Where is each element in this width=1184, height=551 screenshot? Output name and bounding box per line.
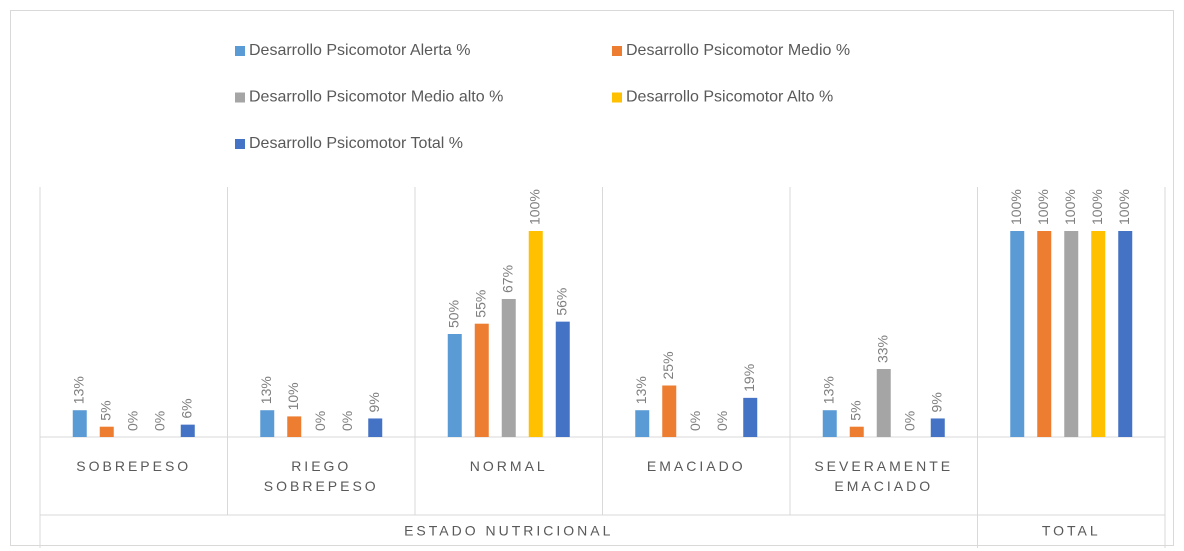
data-label: 0% [901, 411, 917, 431]
bar [447, 334, 462, 437]
x-tick-label: EMACIADO [646, 458, 746, 474]
data-label: 100% [526, 189, 542, 225]
data-label: 19% [741, 364, 757, 392]
bar [822, 410, 837, 437]
data-label: 0% [124, 411, 140, 431]
bar [368, 418, 383, 437]
bar [501, 298, 516, 437]
data-label: 67% [499, 265, 515, 293]
bar [876, 369, 891, 437]
bar [849, 426, 864, 437]
legend-swatch [612, 46, 622, 56]
bar [555, 321, 570, 437]
data-label: 0% [339, 411, 355, 431]
data-label: 6% [178, 398, 194, 418]
legend-label: Desarrollo Psicomotor Alto % [626, 89, 833, 106]
data-label: 13% [820, 376, 836, 404]
data-label: 100% [1116, 189, 1132, 225]
legend-label: Desarrollo Psicomotor Medio % [626, 42, 850, 59]
bar [180, 424, 195, 437]
bar [1091, 231, 1106, 437]
data-label: 50% [445, 300, 461, 328]
bar [930, 418, 945, 437]
bar [72, 410, 87, 437]
data-label: 0% [151, 411, 167, 431]
legend-swatch [235, 46, 245, 56]
bar [1037, 231, 1052, 437]
group-label: TOTAL [1042, 523, 1101, 539]
chart-frame [10, 10, 1174, 546]
data-label: 0% [687, 411, 703, 431]
data-label: 13% [70, 376, 86, 404]
data-label: 5% [97, 400, 113, 420]
x-tick-label: SOBREPESO [76, 458, 192, 474]
data-label: 100% [1062, 189, 1078, 225]
bar [1010, 231, 1025, 437]
bar [635, 410, 650, 437]
data-label: 13% [258, 376, 274, 404]
bar [1064, 231, 1079, 437]
data-label: 100% [1035, 189, 1051, 225]
bar [287, 416, 302, 437]
bar [99, 426, 114, 437]
bar [528, 231, 543, 437]
data-label: 0% [714, 411, 730, 431]
x-tick-label: SEVERAMENTE EMACIADO [814, 458, 954, 494]
legend-label: Desarrollo Psicomotor Medio alto % [249, 89, 503, 106]
data-label: 100% [1008, 189, 1024, 225]
legend-swatch [235, 139, 245, 149]
data-label: 9% [928, 392, 944, 412]
bar [662, 385, 677, 437]
data-label: 100% [1089, 189, 1105, 225]
legend-label: Desarrollo Psicomotor Alerta % [249, 42, 470, 59]
data-label: 5% [847, 400, 863, 420]
data-label: 13% [633, 376, 649, 404]
data-label: 0% [312, 411, 328, 431]
data-label: 25% [660, 351, 676, 379]
data-label: 55% [472, 290, 488, 318]
group-label: ESTADO NUTRICIONAL [404, 523, 613, 539]
legend-swatch [612, 92, 622, 103]
bar [260, 410, 275, 437]
bar [1118, 231, 1133, 437]
legend-label: Desarrollo Psicomotor Total % [249, 135, 463, 152]
data-label: 56% [553, 288, 569, 316]
legend-swatch [235, 92, 245, 103]
bar [474, 323, 489, 437]
data-label: 10% [285, 382, 301, 410]
data-label: 9% [366, 392, 382, 412]
x-tick-label: RIEGO SOBREPESO [263, 458, 379, 494]
data-label: 33% [874, 335, 890, 363]
x-tick-label: NORMAL [469, 458, 548, 474]
bar [743, 397, 758, 437]
